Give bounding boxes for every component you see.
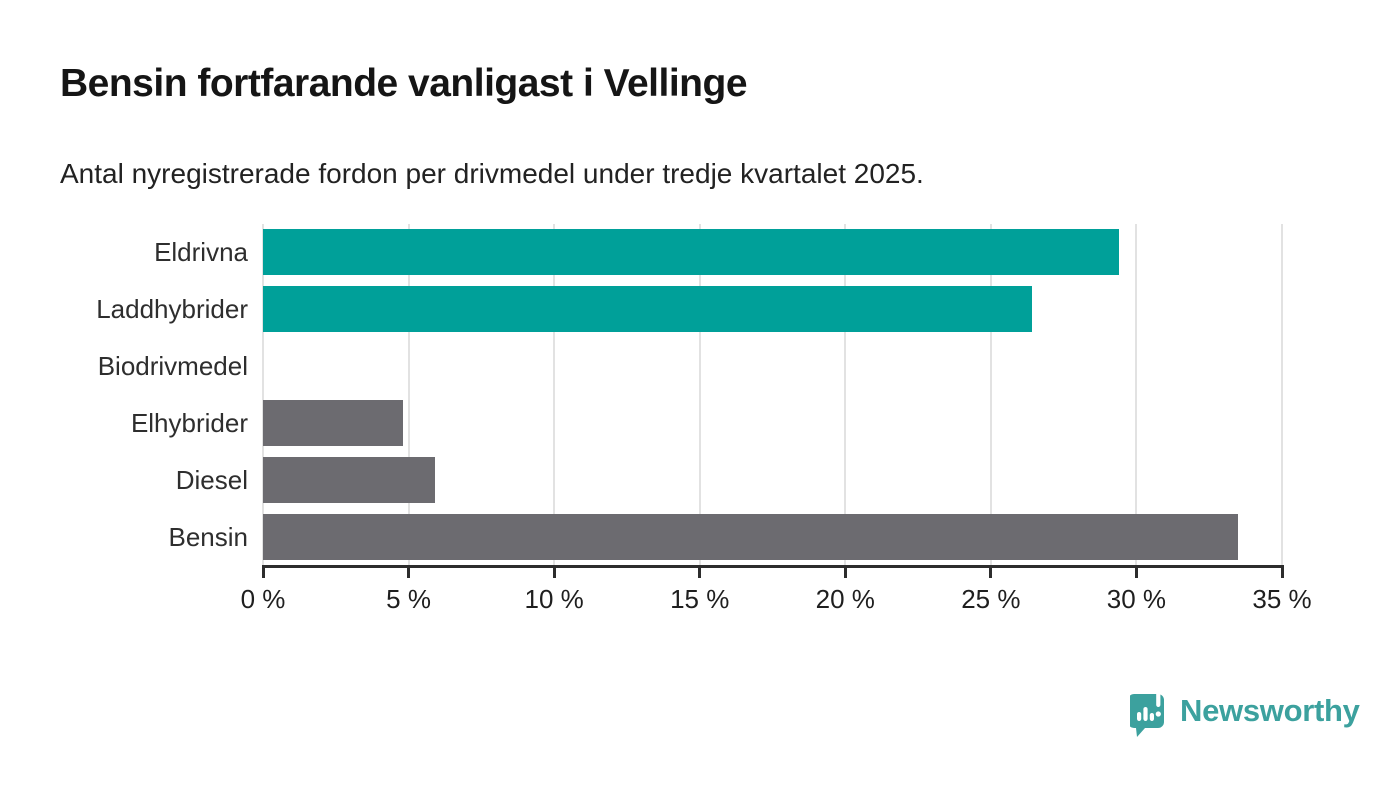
plot-area: Eldrivna Laddhybrider Biodrivmedel Elhybrid… [96,224,1312,614]
x-tick-15 [698,565,702,578]
page-title: Bensin fortfarande vanligast i Vellinge [60,62,748,105]
bar-diesel [263,456,435,503]
chart-subtitle: Antal nyregistrerade fordon per drivmede… [60,158,924,189]
gridline-30 [1135,224,1138,565]
brand-logo[interactable]: Newsworthy [1128,688,1360,743]
category-label-eldrivna: Eldrivna [154,237,248,268]
bar-elhybrider [263,399,403,446]
gridline-35 [1281,224,1283,565]
x-tick-label-35: 35 % [1252,584,1312,614]
bar-eldrivna [263,229,1119,276]
gridline-0 [262,224,264,565]
gridline-15 [698,224,701,565]
x-tick-10 [552,565,556,578]
x-tick-35 [1280,565,1284,578]
gridline-5 [407,224,410,565]
newsworthy-icon [1128,688,1168,743]
x-tick-label-5: 5 % [386,584,431,614]
x-tick-label-0: 0 % [240,584,286,614]
x-tick-30 [1134,565,1138,578]
category-label-elhybrider: Elhybrider [130,407,248,438]
category-label-biodrivmedel: Biodrivmedel [97,351,248,382]
x-tick-0 [261,565,265,578]
x-tick-label-30: 30 % [1106,584,1167,614]
gridline-10 [553,224,556,565]
category-label-bensin: Bensin [168,521,249,552]
bar-bensin [263,513,1239,560]
x-tick-label-15: 15 % [670,584,730,614]
x-tick-label-20: 20 % [815,584,875,614]
gridline-20 [844,224,847,565]
x-tick-25 [989,565,993,578]
bar-laddhybrider [263,286,1032,333]
category-label-laddhybrider: Laddhybrider [96,294,248,325]
x-tick-label-10: 10 % [524,584,584,614]
category-label-diesel: Diesel [175,464,248,495]
gridline-25 [989,224,992,565]
x-tick-label-25: 25 % [961,584,1021,614]
x-tick-20 [843,565,847,578]
x-axis-line [262,565,1283,568]
brand-name: Newsworthy [1180,693,1360,728]
x-tick-5 [407,565,411,578]
